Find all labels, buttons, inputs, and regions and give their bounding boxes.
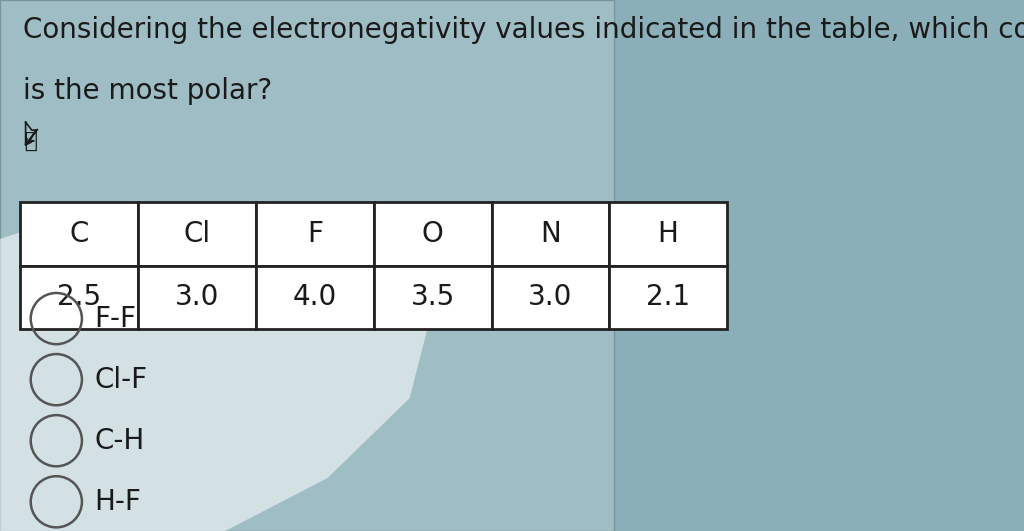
Text: 3.0: 3.0 bbox=[528, 284, 572, 311]
Text: 4.0: 4.0 bbox=[293, 284, 337, 311]
Bar bbox=[20, 266, 138, 329]
Text: C-H: C-H bbox=[94, 427, 144, 455]
Text: H-F: H-F bbox=[94, 488, 141, 516]
Text: ⤷: ⤷ bbox=[23, 130, 36, 150]
Bar bbox=[256, 202, 374, 266]
Text: 3.5: 3.5 bbox=[411, 284, 455, 311]
Bar bbox=[492, 266, 609, 329]
Text: Cl-F: Cl-F bbox=[94, 366, 147, 393]
Bar bbox=[374, 266, 492, 329]
Text: Considering the electronegativity values indicated in the table, which covalent : Considering the electronegativity values… bbox=[23, 16, 1024, 44]
Text: is the most polar?: is the most polar? bbox=[23, 77, 271, 105]
Text: 2.5: 2.5 bbox=[57, 284, 101, 311]
Bar bbox=[609, 202, 727, 266]
Bar bbox=[256, 266, 374, 329]
Polygon shape bbox=[0, 202, 430, 531]
Bar bbox=[374, 202, 492, 266]
Text: 2.1: 2.1 bbox=[646, 284, 690, 311]
Text: F: F bbox=[307, 220, 323, 247]
FancyBboxPatch shape bbox=[0, 0, 614, 531]
Text: C: C bbox=[70, 220, 89, 247]
Text: 3.0: 3.0 bbox=[175, 284, 219, 311]
Text: H: H bbox=[657, 220, 679, 247]
Text: Cl: Cl bbox=[183, 220, 211, 247]
Bar bbox=[138, 202, 256, 266]
Bar bbox=[20, 202, 138, 266]
Text: N: N bbox=[540, 220, 561, 247]
Text: F-F: F-F bbox=[94, 305, 136, 332]
Bar bbox=[609, 266, 727, 329]
Bar bbox=[492, 202, 609, 266]
Text: O: O bbox=[422, 220, 443, 247]
Bar bbox=[138, 266, 256, 329]
